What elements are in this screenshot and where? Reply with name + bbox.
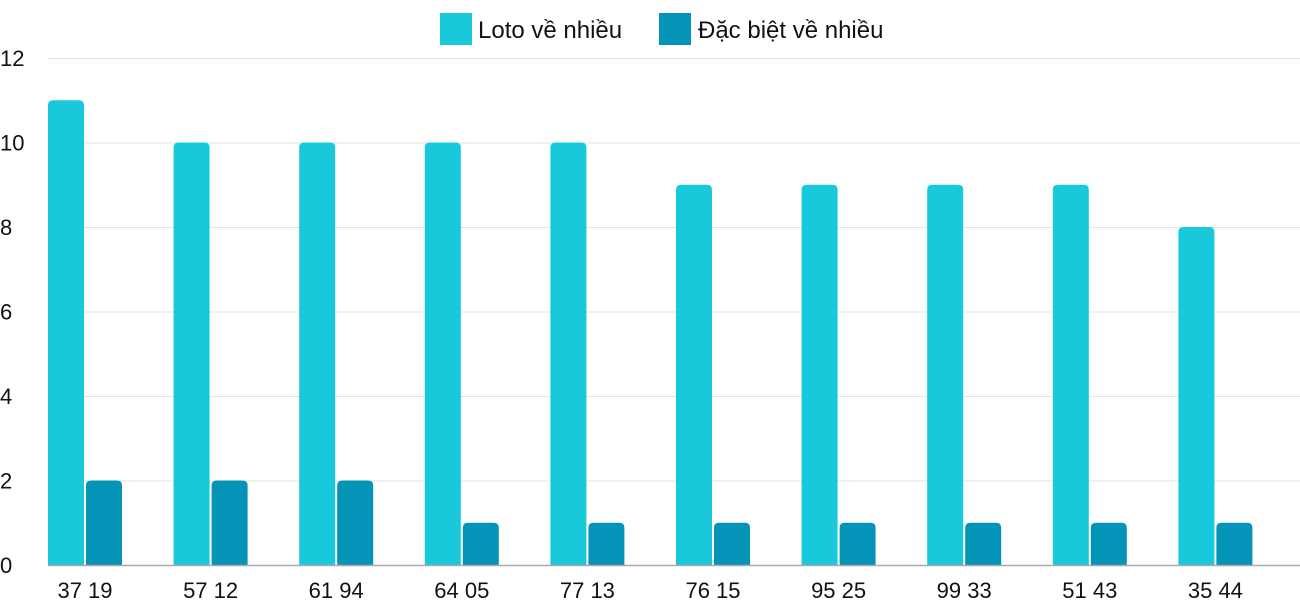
bar-loto: [676, 184, 712, 565]
bar-special: [1090, 522, 1127, 565]
x-tick-label: 35 44: [1188, 578, 1243, 600]
bar-special: [588, 522, 625, 565]
bar-special: [337, 480, 374, 565]
bar-loto: [927, 184, 964, 565]
bar-special: [86, 480, 122, 565]
x-tick-label: 51 43: [1062, 578, 1117, 600]
bar-loto: [1178, 227, 1215, 565]
bar-loto: [48, 100, 84, 565]
bar-loto: [424, 142, 461, 565]
x-tick-label: 76 15: [685, 578, 740, 600]
bar-special: [462, 522, 499, 565]
legend-label-loto: Loto về nhiều: [478, 17, 622, 44]
y-tick-label: 0: [0, 553, 12, 578]
bar-loto: [299, 142, 336, 565]
x-tick-label: 99 33: [937, 578, 992, 600]
legend-swatch-special: [659, 13, 691, 45]
y-tick-label: 12: [0, 46, 24, 71]
legend: Loto về nhiều Đặc biệt về nhiều: [440, 13, 883, 45]
bar-loto: [550, 142, 587, 565]
legend-swatch-loto: [440, 13, 472, 45]
bar-loto: [1052, 184, 1089, 565]
x-tick-label: 37 19: [57, 578, 112, 600]
bar-loto: [801, 184, 838, 565]
x-tick-label: 77 13: [560, 578, 615, 600]
x-tick-label: 64 05: [434, 578, 489, 600]
y-tick-label: 6: [0, 300, 12, 325]
bar-loto: [173, 142, 210, 565]
bar-special: [211, 480, 248, 565]
legend-label-special: Đặc biệt về nhiều: [698, 17, 883, 44]
y-tick-label: 4: [0, 384, 12, 409]
bar-special: [714, 522, 750, 565]
bar-special: [965, 522, 1002, 565]
y-tick-label: 10: [0, 131, 24, 156]
x-tick-label: 57 12: [183, 578, 238, 600]
bar-special: [1216, 522, 1253, 565]
bar-special: [839, 522, 876, 565]
y-tick-label: 2: [0, 469, 12, 494]
x-tick-label: 95 25: [811, 578, 866, 600]
x-tick-label: 61 94: [309, 578, 364, 600]
y-tick-label: 8: [0, 215, 12, 240]
